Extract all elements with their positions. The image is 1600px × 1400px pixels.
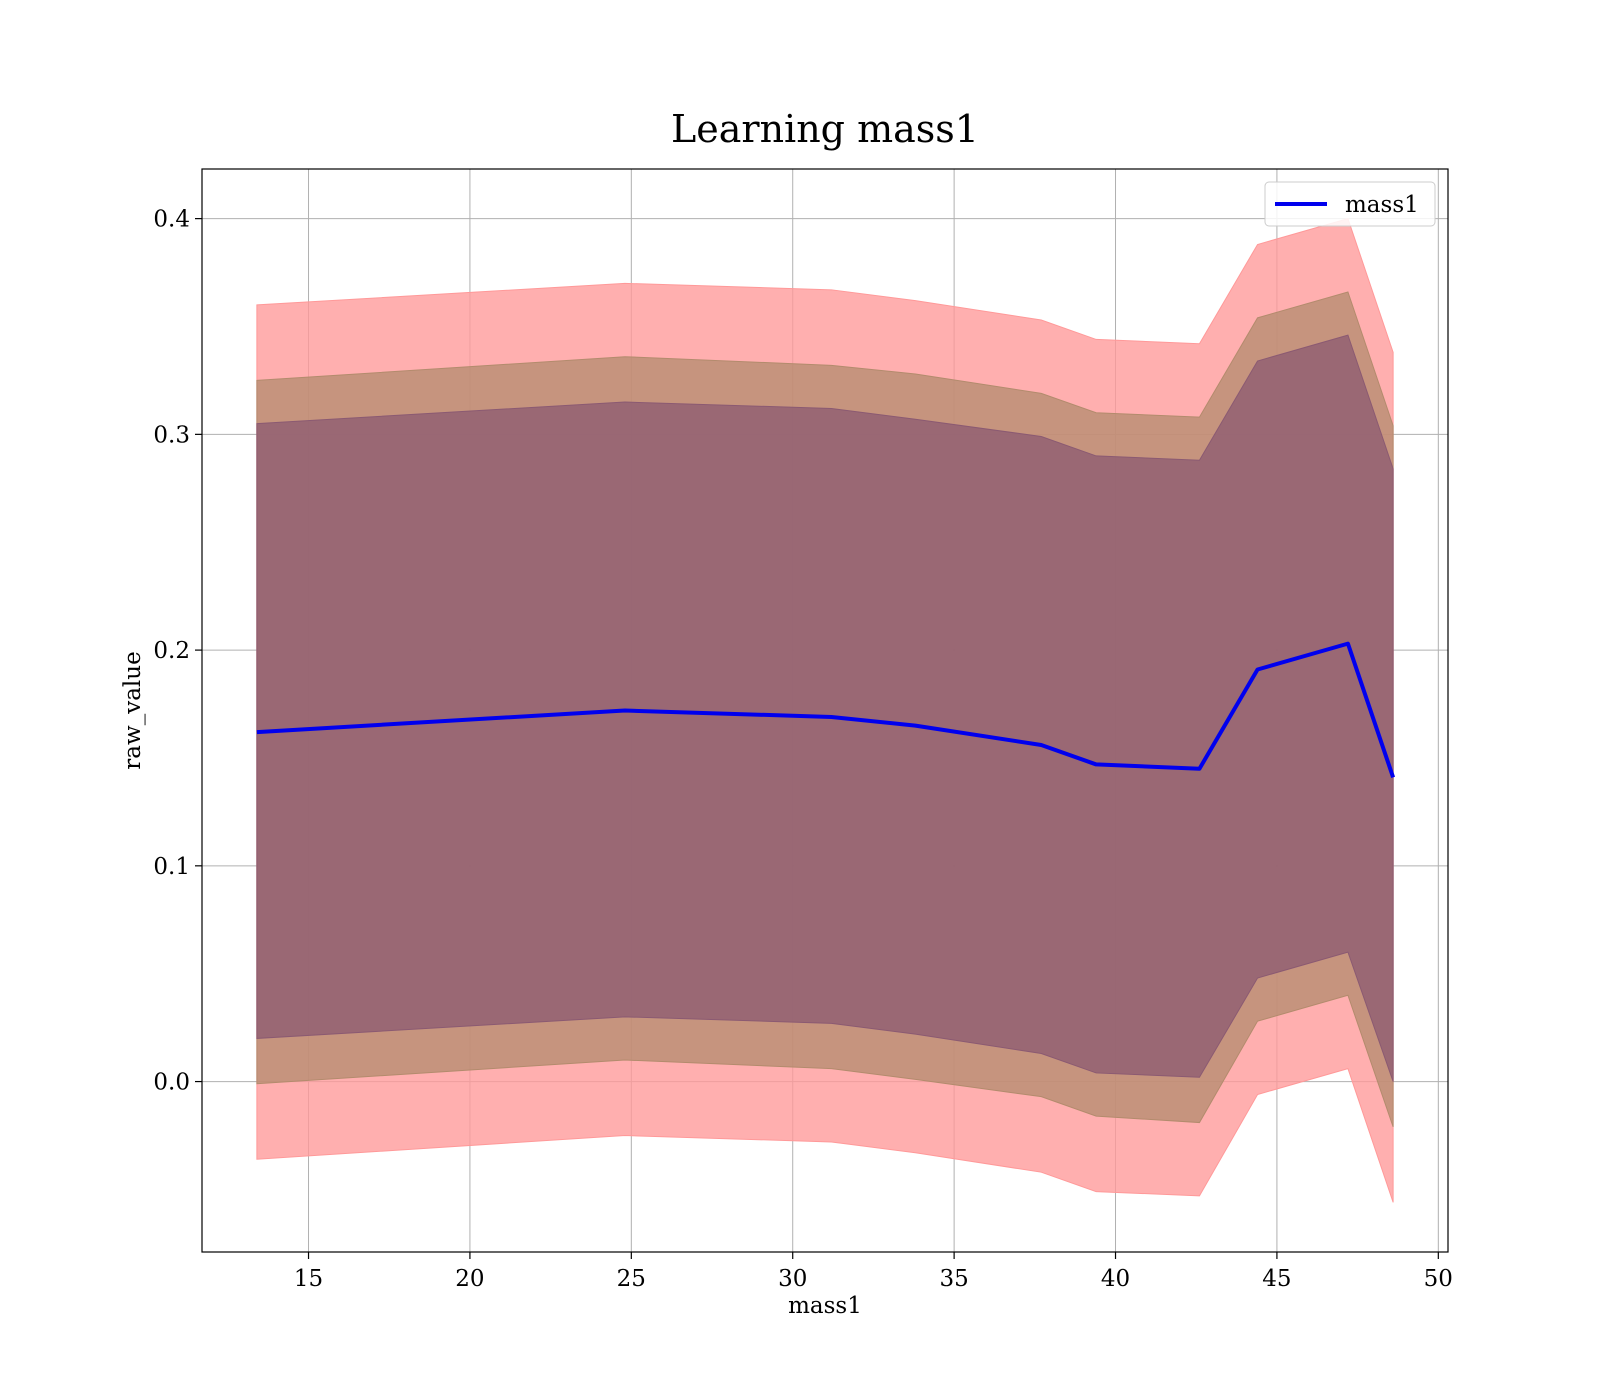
x-axis-label: mass1	[788, 1293, 862, 1319]
x-tick-label: 15	[294, 1266, 323, 1292]
x-tick-label: 25	[617, 1266, 646, 1292]
confidence-bands	[256, 218, 1394, 1203]
y-tick-label: 0.0	[153, 1070, 190, 1096]
x-tick-label: 30	[778, 1266, 807, 1292]
chart-title: Learning mass1	[671, 107, 979, 151]
x-tick-label: 40	[1101, 1266, 1130, 1292]
x-tick-label: 45	[1262, 1266, 1291, 1292]
y-tick-label: 0.1	[153, 854, 190, 880]
y-tick-label: 0.2	[153, 638, 190, 664]
legend: mass1	[1264, 181, 1436, 227]
x-tick-label: 20	[455, 1266, 484, 1292]
plot-frame	[201, 168, 1449, 1253]
y-axis-label: raw_value	[120, 651, 146, 769]
confidence-band-3	[256, 334, 1394, 1082]
series-line-mass1	[256, 641, 1396, 779]
y-tick-label: 0.3	[153, 422, 190, 448]
series-lines	[256, 641, 1396, 779]
axis-ticks: 15 20 25 30 35 40 45 50 0.0 0.1 0.2 0.3 0.4	[153, 207, 1453, 1292]
legend-entry-mass1: mass1	[1345, 192, 1419, 218]
x-tick-label: 50	[1424, 1266, 1453, 1292]
x-tick-label: 35	[939, 1266, 968, 1292]
y-tick-label: 0.4	[153, 207, 190, 233]
legend-box	[1264, 181, 1436, 227]
